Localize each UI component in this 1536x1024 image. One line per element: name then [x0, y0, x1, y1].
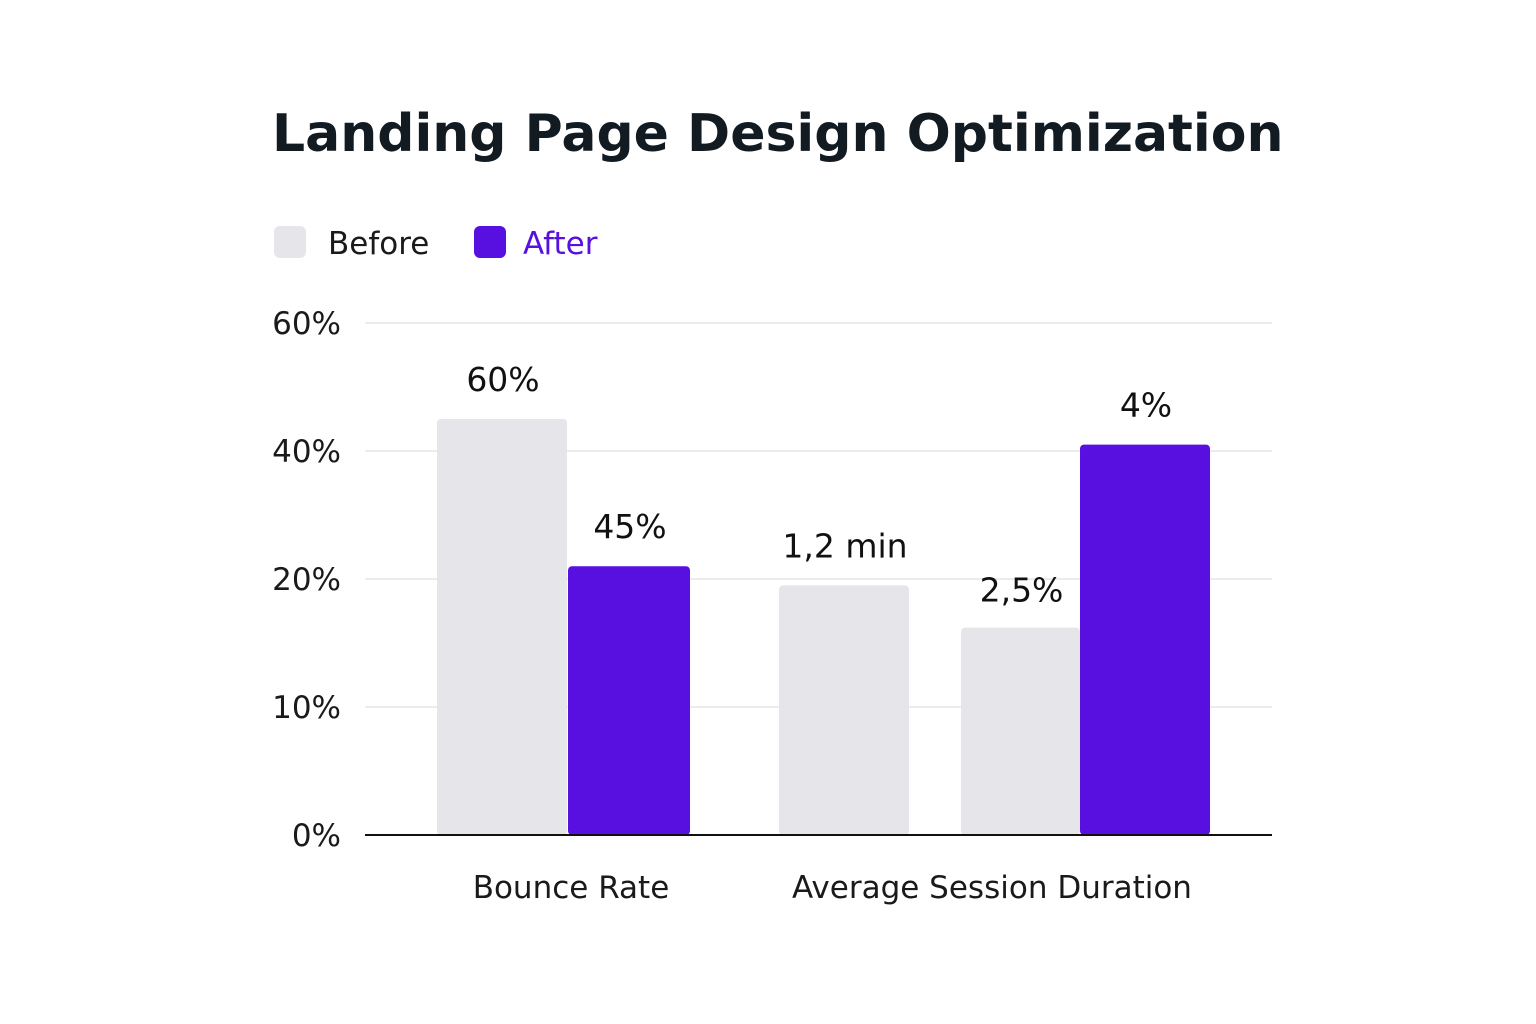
- data-label: 2,5%: [980, 571, 1064, 610]
- y-tick-label: 0%: [292, 818, 341, 854]
- bar-before: [437, 419, 567, 835]
- data-label: 4%: [1120, 386, 1172, 425]
- legend-swatch-before: [274, 226, 306, 258]
- y-tick-label: 10%: [272, 690, 341, 726]
- x-label-average-session-duration: Average Session Duration: [792, 870, 1192, 906]
- legend-swatch-after: [474, 226, 506, 258]
- bar-before: [961, 627, 1080, 835]
- x-label-bounce-rate: Bounce Rate: [473, 870, 670, 906]
- y-tick-label: 40%: [272, 434, 341, 470]
- data-label: 60%: [466, 360, 539, 399]
- data-label: 1,2 min: [782, 526, 907, 565]
- legend-label-after: After: [523, 226, 598, 262]
- y-tick-label: 20%: [272, 562, 341, 598]
- y-tick-label: 60%: [272, 306, 341, 342]
- data-label: 45%: [593, 507, 666, 546]
- bars: 60% 45% 1,2 min 2,5% 4%: [437, 360, 1210, 835]
- chart-title: Landing Page Design Optimization: [272, 104, 1284, 164]
- bar-after: [568, 566, 690, 835]
- legend: Before After: [274, 226, 598, 262]
- bar-after: [1080, 444, 1210, 835]
- y-axis: 0% 10% 20% 40% 60%: [272, 306, 341, 854]
- bar-before: [779, 585, 909, 835]
- legend-label-before: Before: [328, 226, 429, 262]
